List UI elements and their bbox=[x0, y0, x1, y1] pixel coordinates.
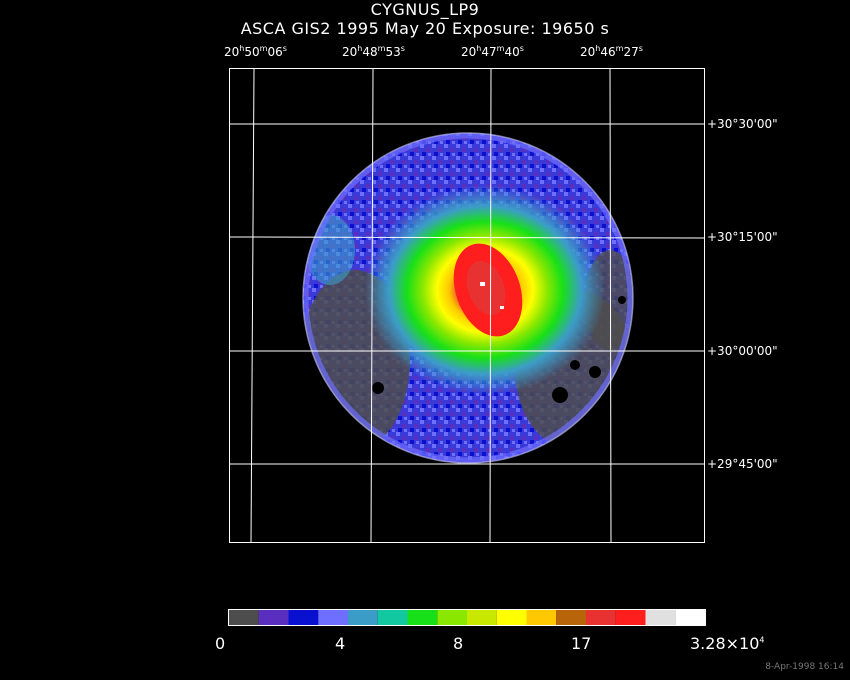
dec-label: +30°15'00" bbox=[707, 230, 778, 244]
colorbar-tick-label: 17 bbox=[571, 634, 592, 653]
colorbar-tick-label: 4 bbox=[335, 634, 346, 653]
colorbar-swatch bbox=[318, 610, 348, 625]
ra-label: 20h48m53s bbox=[342, 44, 405, 59]
colorbar-swatch bbox=[437, 610, 467, 625]
colorbar-swatch bbox=[258, 610, 289, 625]
colorbar-border bbox=[228, 609, 706, 626]
ra-label: 20h50m06s bbox=[224, 44, 287, 59]
colorbar-swatch bbox=[526, 610, 557, 625]
colorbar-swatch bbox=[645, 610, 676, 625]
colorbar-swatch bbox=[586, 610, 616, 625]
dec-label: +30°30'00" bbox=[707, 117, 778, 131]
colorbar-tick-label: 8 bbox=[453, 634, 464, 653]
colorbar-swatch bbox=[288, 610, 319, 625]
colorbar-swatch bbox=[675, 610, 705, 625]
ra-label: 20h47m40s bbox=[461, 44, 524, 59]
colorbar-swatch bbox=[229, 610, 259, 625]
colorbar-swatch bbox=[467, 610, 497, 625]
colorbar-max-label: 3.28×104 bbox=[690, 634, 765, 653]
colorbar-swatch bbox=[496, 610, 527, 625]
colorbar-swatch bbox=[377, 610, 408, 625]
timestamp: 8-Apr-1998 16:14 bbox=[765, 662, 844, 672]
colorbar-swatch bbox=[348, 610, 378, 625]
colorbar-swatch bbox=[407, 610, 438, 625]
ra-label: 20h46m27s bbox=[580, 44, 643, 59]
colorbar-tick-label: 0 bbox=[215, 634, 226, 653]
observation-info: ASCA GIS2 1995 May 20 Exposure: 19650 s bbox=[240, 19, 610, 38]
dec-label: +29°45'00" bbox=[707, 457, 778, 471]
colorbar-swatch bbox=[556, 610, 586, 625]
image-title: CYGNUS_LP9 bbox=[370, 0, 480, 19]
colorbar-swatch bbox=[615, 610, 646, 625]
colorbar bbox=[228, 609, 706, 626]
sky-image bbox=[228, 68, 706, 543]
dec-label: +30°00'00" bbox=[707, 344, 778, 358]
